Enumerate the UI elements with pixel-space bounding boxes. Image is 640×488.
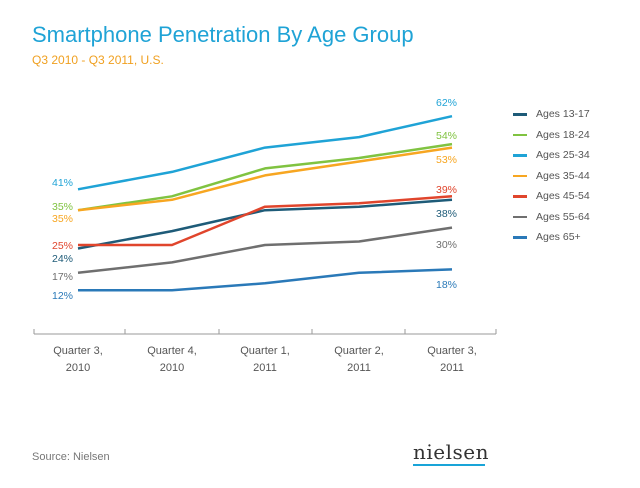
end-data-label: 62% [436,97,457,109]
legend-swatch [513,174,527,177]
legend-swatch [513,215,527,218]
x-tick-label: 2010 [66,362,90,374]
x-tick-label: 2011 [253,362,277,374]
end-data-label: 54% [436,130,457,142]
logo-underline [413,464,485,466]
legend-swatch [513,195,527,198]
start-data-label: 35% [52,213,73,225]
legend-label: Ages 55-64 [536,210,590,223]
x-tick-label: Quarter 2, [334,345,384,357]
legend-label: Ages 13-17 [536,108,590,121]
x-tick-label: Quarter 1, [240,345,290,357]
series-line-ages-65- [78,268,453,292]
legend-swatch [513,236,527,239]
start-data-label: 17% [52,271,73,283]
start-data-label: 25% [52,240,73,252]
legend-item: Ages 18-24 [513,125,590,146]
series-line-ages-45-54 [78,195,453,247]
x-tick-label: 2011 [440,362,464,374]
start-data-label: 41% [52,177,73,189]
chart-subtitle: Q3 2010 - Q3 2011, U.S. [32,53,164,67]
series-line-ages-55-64 [77,226,453,275]
legend-swatch [513,113,527,116]
legend-item: Ages 65+ [513,227,590,248]
x-tick-label: Quarter 3, [427,345,477,357]
legend-label: Ages 25-34 [536,149,590,162]
legend-label: Ages 65+ [536,231,581,244]
legend-item: Ages 25-34 [513,145,590,166]
legend-swatch [513,154,527,157]
legend-item: Ages 55-64 [513,207,590,228]
series-line-ages-35-44 [77,146,453,212]
source-note: Source: Nielsen [32,451,110,463]
end-data-label: 39% [436,184,457,196]
x-tick-label: 2011 [347,362,371,374]
series-line-ages-25-34 [77,114,453,191]
start-data-label: 35% [52,201,73,213]
end-data-label: 38% [436,208,457,220]
x-tick-label: Quarter 4, [147,345,197,357]
legend-label: Ages 45-54 [536,190,590,203]
chart-title: Smartphone Penetration By Age Group [32,22,414,47]
start-data-label: 12% [52,290,73,302]
end-data-label: 18% [436,279,457,291]
x-tick-label: Quarter 3, [53,345,103,357]
legend-label: Ages 35-44 [536,169,590,182]
legend-label: Ages 18-24 [536,128,590,141]
legend-item: Ages 13-17 [513,104,590,125]
series-line-ages-18-24 [77,142,453,212]
x-tick-label: 2010 [160,362,184,374]
legend-item: Ages 45-54 [513,186,590,207]
legend-item: Ages 35-44 [513,166,590,187]
series-line-ages-13-17 [77,198,453,250]
legend-swatch [513,133,527,136]
chart-legend: Ages 13-17 Ages 18-24 Ages 25-34 Ages 35-44… [513,104,590,248]
nielsen-logo: nielsen [413,440,489,464]
start-data-label: 24% [52,253,73,265]
end-data-label: 30% [436,239,457,251]
end-data-label: 53% [436,154,457,166]
